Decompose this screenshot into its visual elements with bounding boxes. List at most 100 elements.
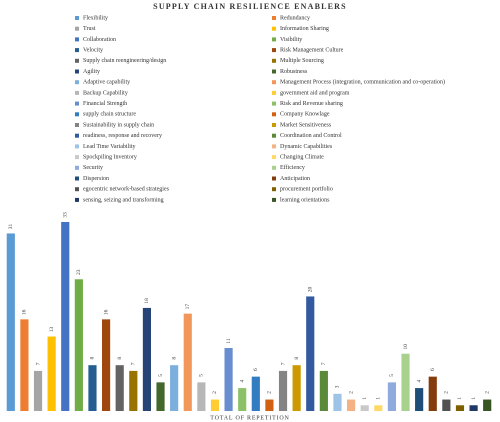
data-label: 7: [131, 362, 137, 365]
bar: [224, 348, 233, 411]
data-label: 5: [199, 374, 205, 377]
bar: [61, 222, 70, 411]
data-label: 6: [253, 368, 259, 371]
bar: [20, 319, 29, 411]
data-label: 1: [362, 397, 368, 400]
x-axis-label: TOTAL OF REPETITION: [210, 415, 289, 421]
data-label: 31: [8, 223, 14, 229]
data-label: 7: [35, 362, 41, 365]
legend-label: Company Knowlage: [280, 112, 330, 118]
legend-swatch: [75, 69, 79, 74]
bar: [210, 399, 220, 411]
legend-label: Spockpiling Inventory: [83, 154, 137, 160]
legend-swatch: [272, 123, 276, 127]
data-label: 7: [280, 362, 286, 365]
legend-label: Flexibility: [83, 15, 108, 21]
legend-swatch: [75, 80, 79, 85]
data-label: 2: [267, 391, 273, 394]
legend-swatch: [272, 155, 276, 160]
legend-swatch: [75, 112, 79, 117]
legend-label: sensing, seizing and transforming: [83, 196, 164, 203]
data-label: 11: [226, 338, 232, 344]
legend-label: Risk Management Culture: [280, 47, 344, 53]
legend-label: Sustainability in supply chain: [83, 122, 154, 128]
data-label: 17: [185, 304, 191, 310]
legend-swatch: [272, 101, 276, 106]
data-label: 16: [22, 309, 28, 315]
legend-swatch: [272, 37, 276, 42]
bar: [142, 307, 151, 411]
legend-label: Trust: [83, 26, 96, 32]
legend-swatch: [272, 69, 276, 74]
data-label: 23: [76, 269, 82, 275]
legend-label: Dispersion: [83, 176, 109, 182]
bar: [306, 296, 315, 411]
data-label: 10: [403, 344, 409, 350]
bar: [347, 399, 356, 411]
bar: [428, 376, 437, 411]
legend-swatch: [75, 101, 79, 106]
legend-swatch: [75, 187, 79, 192]
bar: [483, 399, 492, 411]
legend-swatch: [75, 48, 79, 53]
data-label: 5: [389, 374, 395, 377]
legend-swatch: [272, 197, 276, 202]
data-label: 33: [63, 212, 69, 218]
legend-label: supply chain structure: [83, 112, 136, 118]
legend-label: Information Sharing: [280, 25, 329, 32]
data-label: 2: [212, 391, 218, 394]
legend-label: Anticipation: [280, 176, 310, 182]
legend-label: readiness, response and recovery: [83, 133, 162, 139]
data-label: 13: [49, 327, 55, 333]
legend-label: Adaptive capability: [83, 80, 130, 86]
legend-swatch: [75, 133, 79, 138]
legend-label: Velocity: [83, 47, 103, 53]
legend-label: Financial Strength: [83, 101, 127, 107]
data-label: 5: [158, 374, 164, 377]
legend-swatch: [272, 48, 276, 53]
data-label: 4: [416, 379, 422, 382]
data-label: 1: [376, 397, 382, 400]
data-label: 7: [321, 362, 327, 365]
data-label: 3: [335, 385, 341, 388]
legend-swatch: [272, 26, 276, 31]
legend-label: Collaboration: [83, 37, 116, 43]
legend-label: egocentric network-based strategies: [83, 187, 170, 193]
legend-label: Robustness: [280, 69, 308, 75]
bar: [415, 388, 424, 411]
bar: [74, 279, 83, 411]
legend-label: Dynamic Capabilities: [280, 144, 333, 150]
data-label: 8: [171, 357, 177, 360]
data-label: 18: [144, 298, 150, 304]
data-label: 2: [484, 391, 490, 394]
data-label: 20: [308, 286, 314, 292]
bar: [442, 399, 451, 411]
legend-swatch: [75, 123, 79, 127]
bar: [319, 370, 328, 411]
bar: [374, 405, 383, 411]
legend-label: Changing Climate: [280, 154, 324, 160]
legend-swatch: [272, 112, 276, 117]
legend-swatch: [272, 165, 276, 170]
legend-label: Supply chain reengineering/design: [83, 58, 166, 64]
legend-label: Market Sensitiveness: [280, 122, 332, 128]
legend-label: Coordination and Control: [280, 133, 342, 139]
data-label: 2: [444, 391, 450, 394]
data-label: 1: [457, 397, 463, 400]
data-label: 6: [430, 368, 436, 371]
bar: [278, 370, 288, 411]
data-label: 8: [90, 357, 96, 360]
bar: [6, 233, 15, 411]
legend-swatch: [75, 90, 79, 95]
legend-label: Backup Capability: [83, 90, 128, 96]
legend-swatch: [272, 187, 276, 192]
bar: [333, 393, 342, 411]
legend-swatch: [75, 165, 79, 170]
bar: [401, 353, 410, 411]
legend-label: Multiple Sourcing: [280, 58, 324, 64]
legend-label: Redundancy: [280, 15, 310, 21]
bar: [102, 319, 111, 411]
legend-label: Risk and Revenue sharing: [280, 101, 343, 107]
